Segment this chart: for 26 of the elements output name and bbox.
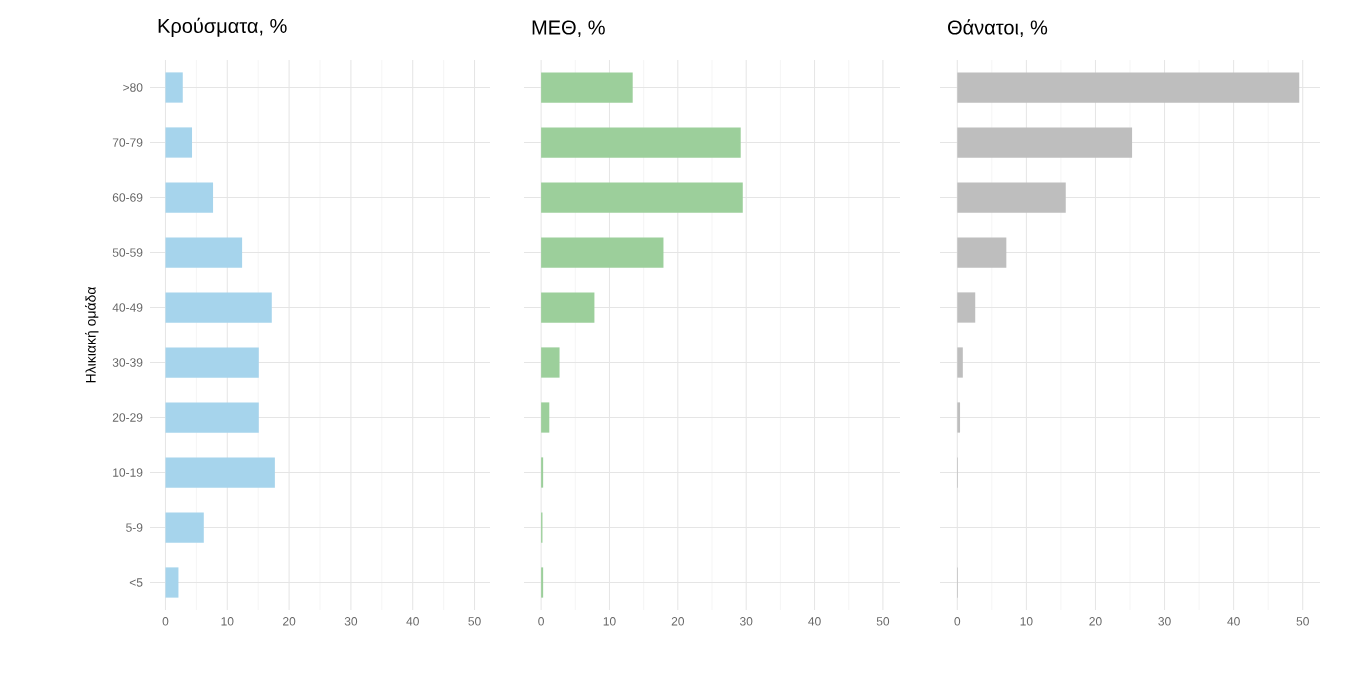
bar [957, 347, 963, 378]
bar [957, 127, 1133, 158]
bar [541, 237, 664, 268]
bar [541, 127, 741, 158]
bar [165, 182, 214, 213]
bar [957, 237, 1007, 268]
bar [541, 182, 743, 213]
bar [957, 292, 976, 323]
bar [165, 457, 275, 488]
chart-title: Θάνατοι, % [948, 19, 1048, 37]
bar [165, 567, 179, 598]
bar [165, 402, 259, 433]
bar [541, 347, 560, 378]
bar [165, 72, 183, 103]
chart-title: Κρούσματα, % [158, 17, 287, 37]
chart-title: ΜΕΘ, % [532, 20, 605, 37]
bar [957, 182, 1066, 213]
bar [165, 237, 243, 268]
bar [165, 512, 204, 543]
bar [957, 72, 1300, 103]
bar [165, 292, 272, 323]
bar [541, 72, 633, 103]
bar [165, 127, 193, 158]
bar [541, 292, 595, 323]
bar [541, 402, 550, 433]
bar [165, 347, 259, 378]
